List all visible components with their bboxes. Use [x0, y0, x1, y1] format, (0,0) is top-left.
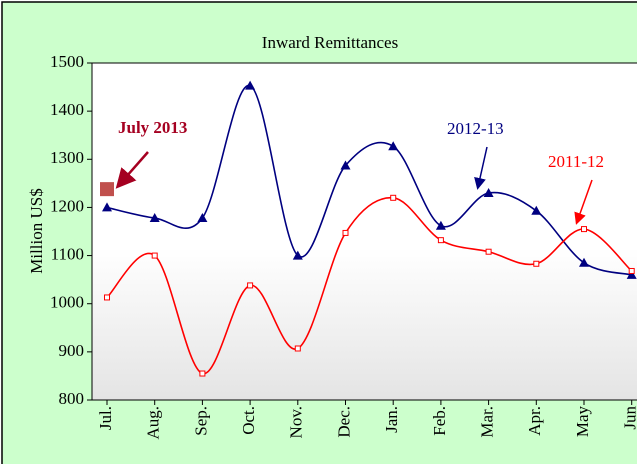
point	[292, 250, 303, 260]
point	[435, 220, 446, 230]
x-tick-label: Oct.	[239, 406, 258, 435]
point	[199, 370, 206, 377]
x-tick-label: Feb.	[430, 406, 449, 436]
point	[294, 345, 301, 352]
point	[533, 260, 540, 267]
point	[247, 282, 254, 289]
x-tick-label: Jan.	[382, 406, 401, 433]
y-tick-label: 1500	[50, 52, 84, 71]
point	[100, 182, 114, 197]
point	[104, 294, 110, 301]
x-tick-label: Jun	[621, 406, 637, 430]
point	[197, 213, 208, 223]
y-tick-label: 1400	[50, 100, 84, 119]
point	[628, 267, 635, 274]
point	[390, 194, 397, 201]
arrow	[474, 146, 488, 190]
point	[245, 80, 256, 90]
point	[626, 269, 637, 279]
point	[102, 202, 112, 212]
y-tick-label: 1200	[50, 196, 84, 215]
x-tick-label: May	[573, 406, 592, 438]
arrow	[115, 151, 149, 189]
chart-title: Inward Remittances	[262, 33, 398, 52]
point	[483, 187, 494, 197]
point	[149, 213, 160, 223]
annotation-july: July 2013	[118, 118, 187, 137]
x-tick-label: Nov.	[287, 406, 306, 438]
point	[579, 257, 589, 267]
x-tick-label: Jul.	[96, 406, 115, 430]
point	[437, 237, 444, 244]
point	[485, 248, 492, 255]
annotation-2012-13: 2012-13	[447, 119, 504, 138]
point	[531, 205, 542, 215]
y-tick-label: 1100	[51, 244, 84, 263]
y-tick-label: 800	[59, 389, 85, 408]
plot-area	[91, 62, 637, 401]
point	[388, 141, 399, 151]
y-tick-label: 900	[59, 341, 85, 360]
arrow	[574, 179, 593, 225]
x-tick-label: Dec.	[334, 406, 353, 438]
x-tick-label: Mar.	[478, 406, 497, 438]
point	[342, 229, 349, 236]
point	[581, 226, 587, 233]
y-tick-label: 1000	[50, 293, 84, 312]
point	[340, 160, 351, 170]
x-tick-label: Sep.	[191, 406, 210, 436]
x-tick-label: Aug.	[144, 406, 163, 440]
y-axis-label: Million US$	[27, 188, 46, 274]
annotation-2011-12: 2011-12	[548, 152, 604, 171]
point	[151, 252, 158, 259]
x-tick-label: Apr.	[525, 406, 544, 436]
y-tick-label: 1300	[50, 148, 84, 167]
